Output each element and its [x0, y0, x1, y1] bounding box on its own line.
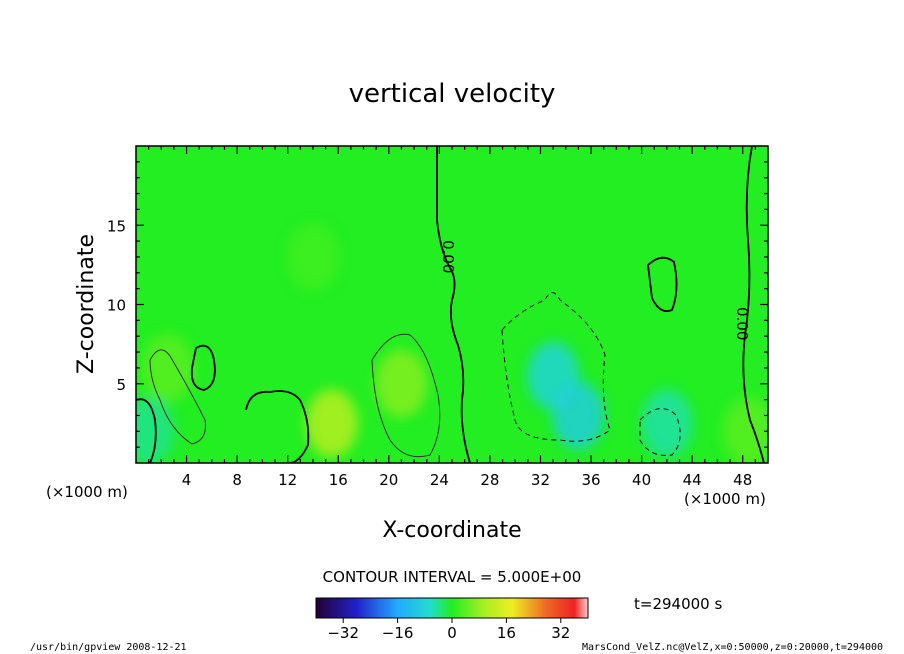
time-label: t=294000 s — [634, 595, 722, 613]
contour-lower-mid — [136, 398, 157, 463]
x-unit-left: (×1000 m) — [46, 483, 128, 501]
field-blob-1 — [305, 389, 358, 458]
contour-dashed-a — [501, 292, 611, 442]
contour-interval: CONTOUR INTERVAL = 5.000E+00 — [323, 568, 582, 586]
x-axis-label: X-coordinate — [382, 518, 521, 543]
field-blob-7 — [723, 397, 768, 463]
contour-thin-a — [371, 333, 441, 458]
contour-label-0: 0.00 — [439, 240, 457, 273]
contour-negative — [501, 292, 681, 456]
field-blob-2 — [141, 333, 194, 402]
x-tick-label-44: 44 — [683, 471, 702, 489]
y-axis-label: Z-coordinate — [74, 234, 99, 374]
x-unit-right: (×1000 m) — [684, 490, 766, 508]
zero-contour-right — [742, 146, 765, 463]
colorbar — [315, 597, 589, 619]
footer-left: /usr/bin/gpview 2008-12-21 — [30, 642, 187, 653]
contour-lines — [136, 146, 765, 463]
contour-blob-left — [190, 344, 216, 391]
field-blob-6 — [640, 389, 693, 458]
x-tick-label-16: 16 — [329, 471, 348, 489]
x-tick-label-48: 48 — [733, 471, 752, 489]
footer-right: MarsCond_VelZ.nc@VelZ,x=0:50000,z=0:2000… — [582, 642, 883, 653]
contour-label-1: 0.00 — [733, 307, 751, 340]
colorbar-tick-label-32: 32 — [551, 624, 570, 642]
x-tick-label-32: 32 — [531, 471, 550, 489]
blob-layer — [136, 222, 768, 463]
colorbar-tick-label-0: 0 — [447, 624, 457, 642]
contour-lower-left — [245, 390, 310, 463]
x-tick-label-36: 36 — [581, 471, 600, 489]
x-tick-label-40: 40 — [632, 471, 651, 489]
y-tick-label-10: 10 — [107, 297, 126, 315]
field-blob-5 — [552, 381, 605, 450]
colorbar-tick-label-16: 16 — [497, 624, 516, 642]
chart-title: vertical velocity — [349, 79, 556, 109]
plot-field: 0.00 0.00 — [136, 146, 768, 463]
x-tick-label-12: 12 — [278, 471, 297, 489]
colorbar-ticks: −32 −16 0 16 32 — [327, 618, 570, 642]
contour-blob-right-top — [647, 256, 678, 313]
contour-thin-b — [149, 349, 206, 445]
x-tick-label-8: 8 — [232, 471, 242, 489]
contour-thin — [149, 333, 441, 458]
x-tick-label-4: 4 — [182, 471, 192, 489]
colorbar-tick-label--16: −16 — [382, 624, 414, 642]
colorbar-tick-label--32: −32 — [327, 624, 359, 642]
y-tick-label-15: 15 — [107, 217, 126, 235]
field-blob-0 — [375, 349, 428, 418]
x-tick-label-28: 28 — [480, 471, 499, 489]
x-tick-label-20: 20 — [379, 471, 398, 489]
contour-dashed-b — [639, 408, 681, 456]
x-tick-label-24: 24 — [430, 471, 449, 489]
field-blob-3 — [136, 397, 175, 463]
y-tick-label-5: 5 — [116, 376, 126, 394]
zero-contour-main — [436, 146, 471, 463]
field-blob-8 — [286, 222, 339, 291]
